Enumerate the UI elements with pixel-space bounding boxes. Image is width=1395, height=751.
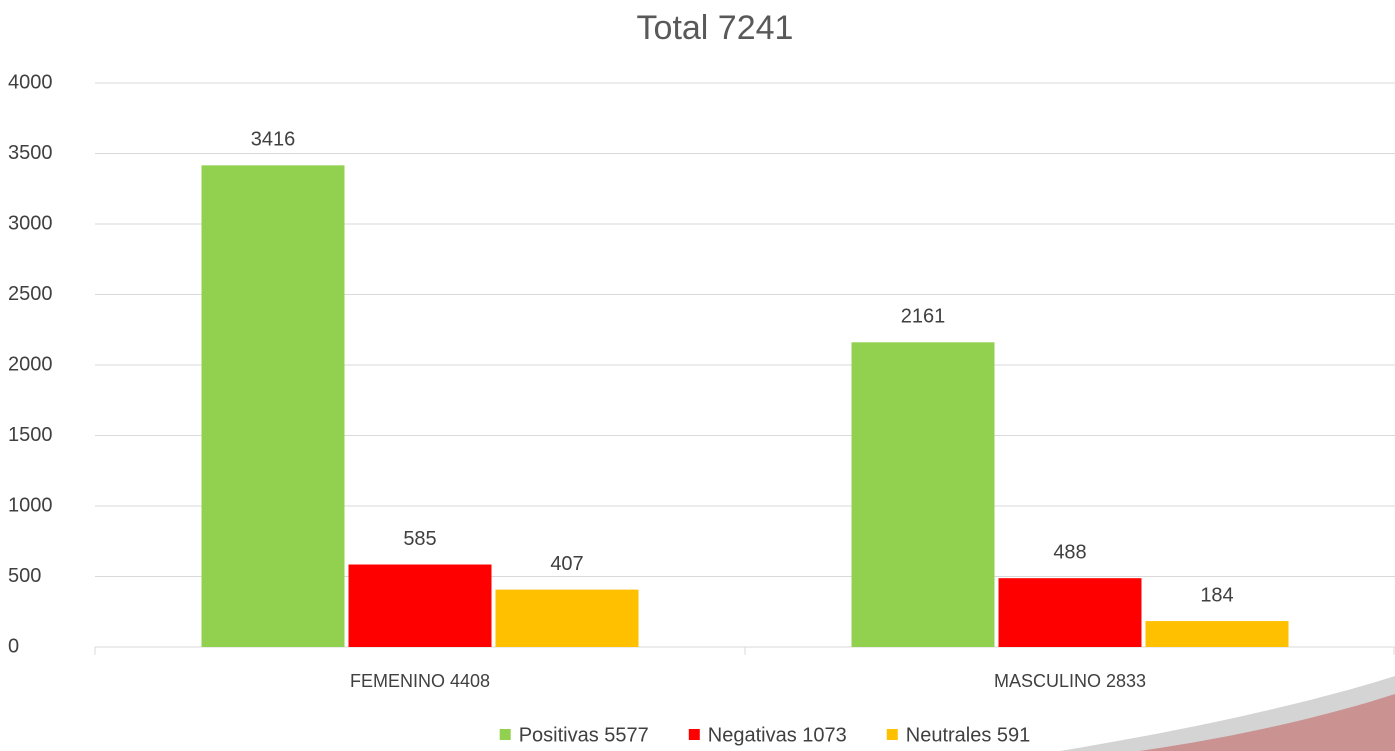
bar: [495, 589, 639, 647]
bar: [201, 165, 345, 647]
bar: [1145, 621, 1289, 647]
chart-title: Total 7241: [637, 9, 794, 47]
legend-label: Negativas 1073: [708, 724, 847, 746]
bar: [348, 564, 492, 647]
decoration: [1140, 694, 1395, 751]
y-tick-label: 500: [8, 565, 41, 587]
y-tick-label: 4000: [8, 71, 53, 93]
y-tick-label: 2500: [8, 283, 53, 305]
legend-label: Neutrales 591: [906, 724, 1031, 746]
legend-swatch: [499, 729, 511, 740]
data-label: 184: [1200, 584, 1233, 606]
data-label: 585: [403, 528, 436, 550]
x-tick-label: MASCULINO 2833: [994, 671, 1146, 691]
y-tick-label: 3500: [8, 142, 53, 164]
x-tick-label: FEMENINO 4408: [350, 671, 490, 691]
y-tick-label: 1000: [8, 494, 53, 516]
data-label: 407: [550, 553, 583, 575]
legend-swatch: [886, 729, 898, 740]
data-label: 3416: [251, 129, 296, 151]
bar: [851, 342, 995, 647]
legend-swatch: [688, 729, 700, 740]
data-label: 2161: [901, 306, 946, 328]
legend-label: Positivas 5577: [519, 724, 649, 746]
y-tick-label: 2000: [8, 353, 53, 375]
y-tick-label: 1500: [8, 424, 53, 446]
y-tick-label: 0: [8, 635, 19, 657]
data-label: 488: [1053, 541, 1086, 563]
bar: [998, 578, 1142, 647]
y-tick-label: 3000: [8, 212, 53, 234]
